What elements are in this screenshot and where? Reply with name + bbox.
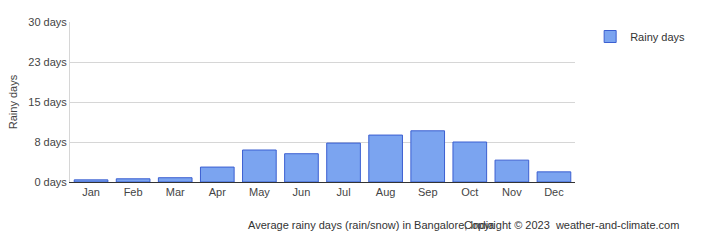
svg-text:Mar: Mar [166, 186, 185, 198]
svg-text:23 days: 23 days [28, 56, 67, 68]
svg-text:Jun: Jun [293, 186, 311, 198]
svg-text:8 days: 8 days [34, 136, 67, 148]
svg-text:0 days: 0 days [34, 176, 67, 188]
svg-text:Feb: Feb [124, 186, 143, 198]
svg-text:15 days: 15 days [28, 96, 67, 108]
svg-text:Oct: Oct [461, 186, 478, 198]
svg-text:Aug: Aug [376, 186, 396, 198]
svg-text:Jan: Jan [82, 186, 100, 198]
svg-text:Rainy days: Rainy days [630, 31, 685, 43]
svg-text:30 days: 30 days [28, 16, 67, 28]
svg-text:Average rainy days (rain/snow): Average rainy days (rain/snow) in Bangal… [248, 219, 495, 231]
svg-text:Copyright © 2023 weather-and-: Copyright © 2023 weather-and-climate.com [464, 219, 679, 231]
svg-text:Rainy days: Rainy days [7, 74, 19, 129]
svg-text:Jul: Jul [337, 186, 351, 198]
svg-text:Sep: Sep [418, 186, 438, 198]
svg-text:Dec: Dec [544, 186, 564, 198]
svg-text:May: May [249, 186, 270, 198]
svg-text:Nov: Nov [502, 186, 522, 198]
svg-text:Apr: Apr [209, 186, 226, 198]
